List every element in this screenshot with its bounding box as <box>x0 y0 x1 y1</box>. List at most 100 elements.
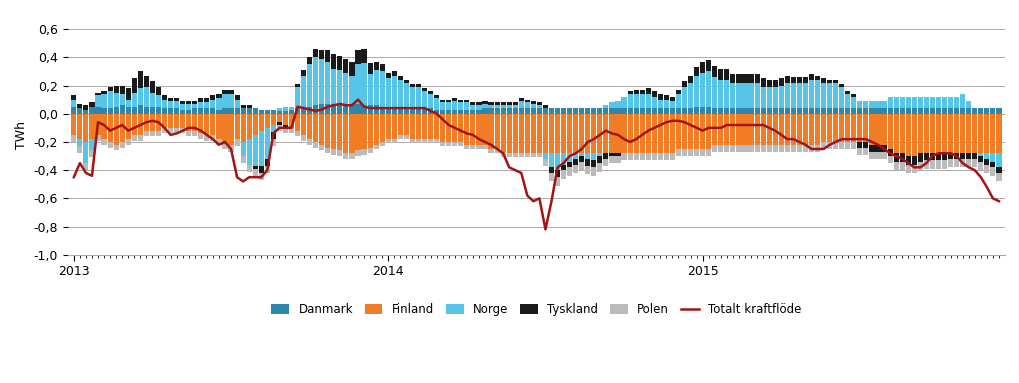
Bar <box>833 83 838 108</box>
Bar <box>929 97 934 108</box>
Bar <box>204 98 209 103</box>
Bar <box>717 69 722 80</box>
Bar <box>180 128 185 134</box>
Bar <box>282 114 287 125</box>
Bar <box>350 62 355 76</box>
Bar <box>259 131 264 166</box>
Bar <box>519 153 524 157</box>
Bar <box>180 104 185 110</box>
Bar <box>331 54 336 69</box>
Bar <box>422 139 427 143</box>
Bar <box>935 114 941 153</box>
Bar <box>259 114 264 131</box>
Bar <box>941 114 947 153</box>
Bar <box>270 132 276 139</box>
Bar <box>506 108 512 114</box>
Bar <box>144 107 149 114</box>
Bar <box>482 145 487 149</box>
Bar <box>699 114 704 149</box>
Bar <box>458 100 463 103</box>
Bar <box>669 114 675 153</box>
Bar <box>524 108 529 114</box>
Bar <box>288 110 293 114</box>
Bar <box>476 110 481 114</box>
Bar <box>742 74 747 83</box>
Bar <box>748 108 753 114</box>
Bar <box>259 166 264 173</box>
Bar <box>826 80 832 83</box>
Bar <box>639 90 644 94</box>
Bar <box>71 107 76 114</box>
Bar <box>301 107 306 114</box>
Bar <box>965 159 970 167</box>
Bar <box>282 125 287 128</box>
Bar <box>723 114 729 145</box>
Bar <box>513 114 518 153</box>
Bar <box>270 114 276 125</box>
Bar <box>536 153 541 157</box>
Bar <box>174 98 179 101</box>
Bar <box>506 114 512 153</box>
Bar <box>874 152 879 159</box>
Bar <box>434 110 439 114</box>
Bar <box>742 145 747 152</box>
Bar <box>494 149 499 153</box>
Bar <box>760 87 765 108</box>
Bar <box>723 108 729 114</box>
Bar <box>839 114 844 142</box>
Bar <box>276 114 281 122</box>
Bar <box>748 83 753 108</box>
Bar <box>470 145 475 149</box>
Bar <box>857 108 862 114</box>
Bar <box>833 108 838 114</box>
Bar <box>131 107 137 114</box>
Bar <box>162 108 167 114</box>
Bar <box>573 153 578 159</box>
Bar <box>663 153 668 160</box>
Bar <box>711 114 716 145</box>
Bar <box>996 153 1001 167</box>
Bar <box>790 145 795 152</box>
Bar <box>663 108 668 114</box>
Bar <box>911 114 916 156</box>
Bar <box>294 87 300 108</box>
Bar <box>185 104 192 110</box>
Bar <box>633 108 638 114</box>
Bar <box>119 94 124 105</box>
Bar <box>301 76 306 107</box>
Bar <box>428 94 433 108</box>
Bar <box>422 108 427 114</box>
Bar <box>693 107 698 114</box>
Bar <box>276 108 281 111</box>
Bar <box>156 95 161 107</box>
Bar <box>874 108 879 114</box>
Bar <box>337 151 342 156</box>
Bar <box>851 97 856 108</box>
Bar <box>585 166 590 174</box>
Bar <box>754 74 759 83</box>
Bar <box>138 88 143 105</box>
Bar <box>391 76 396 107</box>
Bar <box>77 146 83 153</box>
Bar <box>971 108 976 114</box>
Bar <box>953 159 958 167</box>
Bar <box>404 108 409 114</box>
Bar <box>355 114 361 151</box>
Bar <box>899 114 904 153</box>
Bar <box>880 108 886 114</box>
Bar <box>796 145 801 152</box>
Bar <box>560 165 566 170</box>
Bar <box>107 114 112 142</box>
Bar <box>464 100 469 103</box>
Bar <box>90 151 95 157</box>
Bar <box>868 145 873 152</box>
Bar <box>766 80 771 87</box>
Bar <box>265 128 270 159</box>
Bar <box>131 93 137 107</box>
Bar <box>573 114 578 153</box>
Bar <box>319 145 324 151</box>
Bar <box>554 114 559 153</box>
Bar <box>331 69 336 104</box>
Bar <box>965 101 970 108</box>
Bar <box>935 153 941 160</box>
